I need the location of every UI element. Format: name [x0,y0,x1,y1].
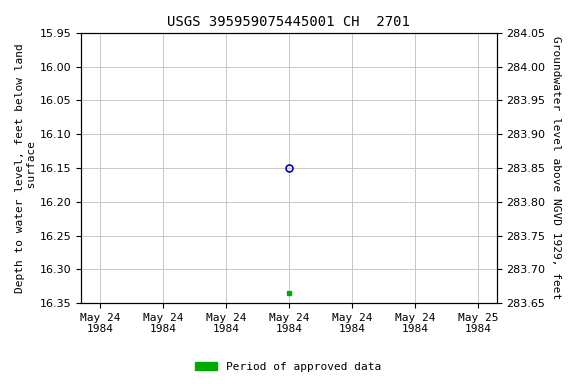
Y-axis label: Groundwater level above NGVD 1929, feet: Groundwater level above NGVD 1929, feet [551,36,561,300]
Title: USGS 395959075445001 CH  2701: USGS 395959075445001 CH 2701 [168,15,410,29]
Legend: Period of approved data: Period of approved data [191,358,385,377]
Y-axis label: Depth to water level, feet below land
 surface: Depth to water level, feet below land su… [15,43,37,293]
